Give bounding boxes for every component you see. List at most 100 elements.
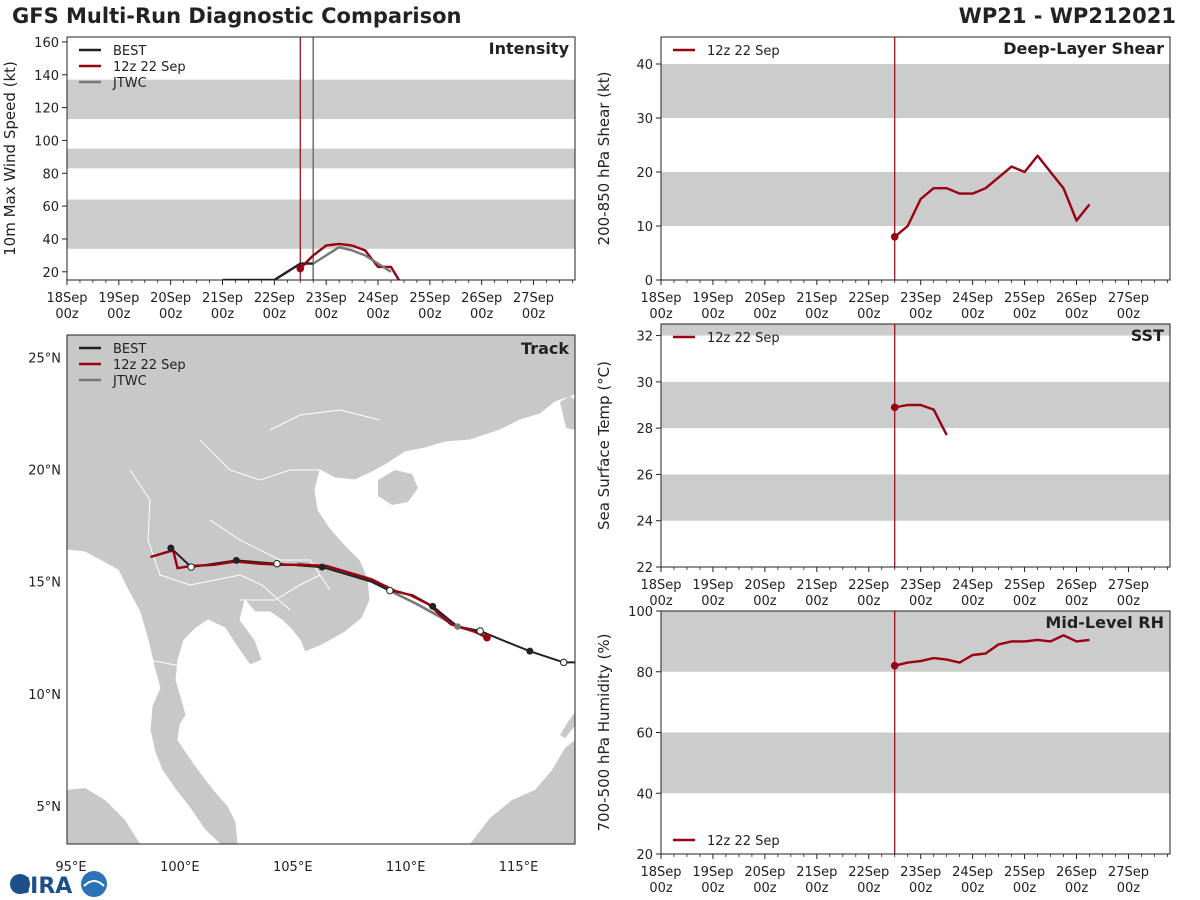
borneo-island [470,740,575,844]
intensity-ytick-label: 40 [42,233,59,248]
track-best-point [526,647,534,655]
shear-xtick-label: 22Sep [848,291,889,306]
rh-xtick-label: 23Sep [900,865,941,880]
shear-xtick-label: 00z [857,307,881,322]
intensity-panel: 2040608010012014016018Sep00z19Sep00z20Se… [1,36,576,322]
shear-series-12z-22-sep [893,154,1091,238]
intensity-ytick-label: 100 [34,134,59,149]
rh-xtick-label: 22Sep [848,865,889,880]
intensity-ytick-label: 20 [42,266,59,281]
track-ytick-label: 25°N [28,351,61,366]
track-best-open-point [386,586,394,595]
shear-ytick-label: 0 [645,274,653,289]
sst-ytick-label: 24 [636,515,653,530]
intensity-legend-label: 12z 22 Sep [113,60,186,75]
shear-xtick-label: 00z [649,307,673,322]
shear-ytick-label: 40 [636,58,653,73]
rh-ytick-label: 40 [636,787,653,802]
palawan-island [560,712,575,738]
rh-title: Mid-Level RH [1045,613,1164,632]
shear-xtick-label: 23Sep [900,291,941,306]
sst-xtick-label: 00z [701,594,725,609]
cira-globe-icon [10,874,30,894]
shear-xtick-label: 00z [701,307,725,322]
sst-xtick-label: 00z [1013,594,1037,609]
rh-ytick-label: 80 [636,666,653,681]
page-title: GFS Multi-Run Diagnostic Comparison [12,4,462,28]
intensity-ytick-label: 140 [34,69,59,84]
intensity-xtick-label: 26Sep [461,291,502,306]
track-best-open-point [187,563,195,571]
rh-xtick-label: 00z [1013,881,1037,896]
track-map-land [67,335,575,844]
shear-xtick-label: 18Sep [640,291,681,306]
cira-logo: CIRA [10,871,107,899]
shear-ytick-label: 20 [636,166,653,181]
intensity-ylabel: 10m Max Wind Speed (kt) [1,61,19,256]
track-jtwc-point [454,623,461,630]
shear-xtick-label: 00z [1117,307,1141,322]
intensity-xtick-label: 00z [366,307,390,322]
country-borders [129,409,381,669]
track-xtick-label: 110°E [386,860,426,875]
track-legend-label: 12z 22 Sep [113,358,186,373]
sst-xtick-label: 23Sep [900,578,941,593]
intensity-title: Intensity [489,39,570,58]
intensity-xtick-label: 00z [418,307,442,322]
sst-ytick-label: 28 [636,422,653,437]
intensity-plot-area [67,37,575,280]
intensity-xtick-label: 00z [314,307,338,322]
track-best-open-point [560,658,568,667]
intensity-frame [66,36,576,281]
shear-xtick-label: 20Sep [744,291,785,306]
sst-ytick-label: 26 [636,468,653,483]
track-title: Track [521,339,569,358]
cira-emblem-icon [81,871,107,897]
mainland-asia [67,335,575,844]
intensity-ytick-label: 120 [34,102,59,117]
sst-xtick-label: 00z [961,594,985,609]
shear-xtick-label: 00z [1065,307,1089,322]
rh-xtick-label: 19Sep [692,865,733,880]
intensity-band [67,199,575,249]
rh-xtick-label: 27Sep [1108,865,1149,880]
sst-xtick-label: 00z [1065,594,1089,609]
rh-legend-label: 12z 22 Sep [707,834,780,849]
intensity-xtick-label: 00z [107,307,131,322]
track-legend-label: BEST [113,342,146,357]
intensity-ytick-label: 160 [34,36,59,51]
rh-xtick-label: 00z [961,881,985,896]
intensity-xtick-label: 00z [263,307,287,322]
shear-xtick-label: 24Sep [952,291,993,306]
rh-ytick-label: 60 [636,727,653,742]
track-ytick-label: 5°N [37,800,62,815]
intensity-series-jtwc [312,245,392,273]
shear-title: Deep-Layer Shear [1003,39,1164,58]
sst-xtick-label: 22Sep [848,578,889,593]
track-best-point [318,563,326,571]
sst-init-marker [890,403,899,412]
rh-xtick-label: 00z [805,881,829,896]
track-legend-label: JTWC [112,374,147,389]
track-best-open-point [476,627,484,635]
intensity-xtick-label: 25Sep [409,291,450,306]
shear-xtick-label: 19Sep [692,291,733,306]
intensity-legend-label: BEST [113,44,146,59]
sumatra-island [67,788,140,844]
shear-frame [660,36,1171,281]
track-best-point [429,602,437,610]
track-plot-area [150,544,575,667]
sst-ytick-label: 30 [636,376,653,391]
sst-panel: 22242628303218Sep00z19Sep00z20Sep00z21Se… [595,323,1171,609]
intensity-xtick-label: 00z [211,307,235,322]
sst-title: SST [1131,326,1164,345]
intensity-xtick-label: 00z [55,307,79,322]
shear-xtick-label: 21Sep [796,291,837,306]
rh-plot-area [661,611,1170,854]
intensity-xtick-label: 18Sep [46,291,87,306]
sst-xtick-label: 00z [805,594,829,609]
intensity-xtick-label: 19Sep [98,291,139,306]
storm-id: WP21 - WP212021 [958,4,1176,28]
intensity-ytick-label: 60 [42,200,59,215]
